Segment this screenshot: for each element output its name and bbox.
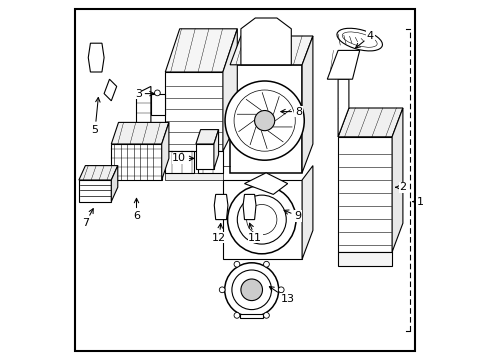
Text: 11: 11: [248, 223, 262, 243]
Ellipse shape: [234, 312, 239, 318]
Polygon shape: [243, 194, 256, 220]
Text: 13: 13: [269, 287, 294, 304]
Polygon shape: [302, 36, 312, 173]
Circle shape: [241, 279, 262, 301]
Circle shape: [154, 90, 160, 96]
Polygon shape: [165, 173, 223, 180]
Ellipse shape: [263, 312, 269, 318]
Polygon shape: [230, 36, 312, 65]
Ellipse shape: [278, 287, 284, 293]
Text: 12: 12: [212, 224, 226, 243]
Polygon shape: [165, 151, 194, 173]
Text: 9: 9: [284, 210, 301, 221]
Ellipse shape: [234, 261, 239, 267]
Polygon shape: [326, 50, 359, 79]
Polygon shape: [197, 151, 223, 173]
Text: 4: 4: [355, 31, 373, 48]
Circle shape: [224, 81, 304, 160]
Polygon shape: [214, 194, 227, 220]
Text: 7: 7: [81, 209, 93, 228]
Polygon shape: [223, 29, 237, 151]
Text: 10: 10: [172, 153, 193, 163]
Text: 5: 5: [91, 98, 100, 135]
Polygon shape: [111, 166, 118, 202]
Text: 1: 1: [412, 197, 423, 207]
Ellipse shape: [219, 287, 224, 293]
Polygon shape: [79, 166, 118, 180]
Ellipse shape: [336, 28, 382, 51]
Polygon shape: [162, 122, 168, 180]
Polygon shape: [223, 180, 302, 259]
Polygon shape: [196, 130, 218, 144]
Polygon shape: [196, 144, 213, 169]
Polygon shape: [244, 173, 287, 194]
Text: 6: 6: [133, 198, 140, 221]
Ellipse shape: [263, 261, 269, 267]
Circle shape: [224, 263, 278, 317]
Polygon shape: [136, 86, 151, 144]
Polygon shape: [337, 252, 391, 266]
Polygon shape: [165, 29, 237, 72]
Polygon shape: [241, 18, 291, 65]
Polygon shape: [230, 65, 302, 173]
Polygon shape: [88, 43, 104, 72]
Text: 2: 2: [395, 182, 406, 192]
Text: 3: 3: [135, 89, 154, 99]
Polygon shape: [213, 130, 218, 169]
Polygon shape: [111, 122, 168, 144]
Polygon shape: [337, 79, 348, 137]
Polygon shape: [337, 137, 391, 252]
Text: 8: 8: [280, 107, 302, 117]
Polygon shape: [240, 314, 263, 318]
Circle shape: [254, 111, 274, 131]
Polygon shape: [165, 72, 223, 151]
Polygon shape: [79, 180, 111, 202]
Polygon shape: [337, 108, 402, 137]
Polygon shape: [111, 144, 162, 180]
Polygon shape: [104, 79, 117, 101]
Polygon shape: [391, 108, 402, 252]
Polygon shape: [151, 94, 165, 115]
Polygon shape: [302, 166, 312, 259]
